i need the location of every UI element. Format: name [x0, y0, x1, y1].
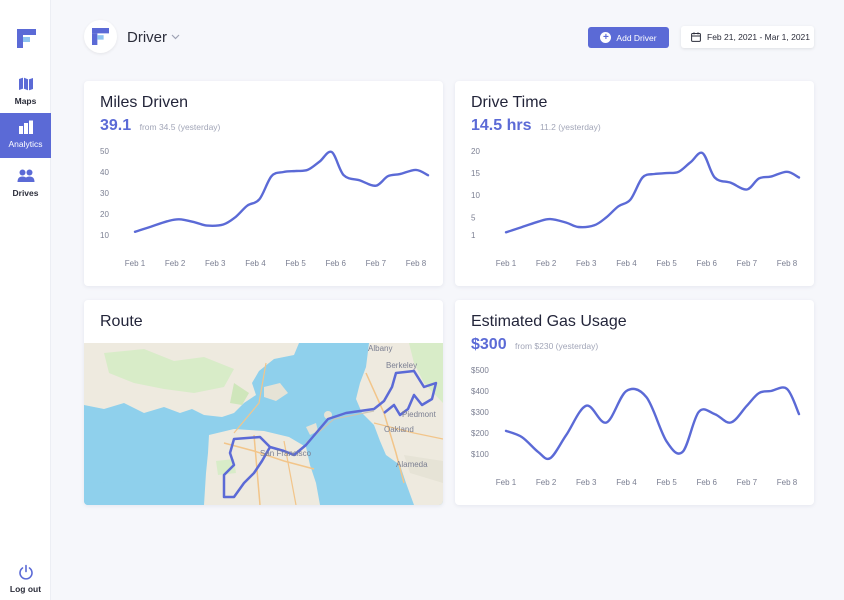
y-tick-label: 1: [471, 231, 476, 240]
x-tick-label: Feb 4: [616, 259, 637, 268]
bar-chart-icon: [18, 120, 33, 134]
metric-value: $300: [471, 336, 507, 353]
y-tick-label: 30: [100, 189, 109, 198]
add-driver-button[interactable]: + Add Driver: [588, 27, 669, 48]
y-tick-label: $100: [471, 450, 489, 459]
app-logo-icon: [17, 29, 36, 48]
y-tick-label: 10: [471, 191, 480, 200]
x-tick-label: Feb 8: [777, 478, 798, 487]
x-tick-label: Feb 7: [366, 259, 387, 268]
y-tick-label: $300: [471, 408, 489, 417]
map-label: Piedmont: [402, 410, 437, 419]
y-tick-label: 20: [471, 147, 480, 156]
metric-comparison: 11.2 (yesterday): [539, 122, 601, 132]
y-tick-label: 20: [100, 210, 109, 219]
x-tick-label: Feb 5: [656, 478, 677, 487]
miles-driven-chart: 10 20 30 40 50 Feb 1 Feb 2 Feb 3 Feb 4 Feb 5 Feb 6…: [100, 147, 430, 268]
logout-button[interactable]: Log out: [0, 558, 51, 600]
y-tick-label: 50: [100, 147, 109, 156]
page-title[interactable]: Driver: [127, 29, 167, 46]
x-tick-label: Feb 6: [696, 478, 717, 487]
add-driver-label: Add Driver: [616, 32, 657, 43]
y-tick-label: 15: [471, 169, 480, 178]
gas-usage-chart: $100 $200 $300 $400 $500 Feb 1 Feb 2 Feb 3 Feb 4…: [471, 366, 801, 487]
x-tick-label: Feb 3: [576, 478, 597, 487]
x-tick-label: Feb 4: [616, 478, 637, 487]
card-title: Miles Driven: [100, 94, 189, 111]
sidebar-item-maps[interactable]: Maps: [0, 70, 51, 114]
sidebar: Maps Analytics Drives Log out: [0, 0, 51, 600]
series-line: [504, 151, 801, 234]
y-tick-label: $200: [471, 429, 489, 438]
y-tick-label: 5: [471, 213, 476, 222]
x-tick-label: Feb 7: [737, 478, 758, 487]
x-tick-label: Feb 6: [325, 259, 346, 268]
metric-value: 39.1: [100, 117, 132, 134]
sidebar-item-analytics[interactable]: Analytics: [0, 113, 51, 158]
map-label: San Francisco: [260, 449, 312, 458]
map-icon: [18, 77, 33, 91]
calendar-icon: [691, 32, 701, 42]
x-tick-label: Feb 8: [777, 259, 798, 268]
x-tick-label: Feb 6: [696, 259, 717, 268]
chevron-down-icon[interactable]: [171, 34, 180, 40]
metric: $300 from $230 (yesterday): [471, 336, 598, 354]
x-tick-label: Feb 2: [165, 259, 186, 268]
x-tick-label: Feb 2: [536, 478, 557, 487]
x-tick-label: Feb 7: [737, 259, 758, 268]
metric: 39.1 from 34.5 (yesterday): [100, 117, 220, 135]
x-tick-label: Feb 4: [245, 259, 266, 268]
plus-icon: +: [600, 32, 612, 43]
brand-avatar: [84, 20, 117, 53]
y-tick-label: 10: [100, 231, 109, 240]
gas-usage-card: Estimated Gas Usage $300 from $230 (yest…: [455, 300, 814, 505]
metric-comparison: from $230 (yesterday): [515, 341, 599, 351]
x-tick-label: Feb 5: [285, 259, 306, 268]
series-line: [133, 150, 430, 233]
metric: 14.5 hrs 11.2 (yesterday): [471, 117, 601, 135]
route-card: Route San Francisco Berkeley Oakland: [84, 300, 443, 505]
x-tick-label: Feb 1: [496, 259, 517, 268]
x-tick-label: Feb 5: [656, 259, 677, 268]
x-tick-label: Feb 2: [536, 259, 557, 268]
map-label: Oakland: [384, 425, 414, 434]
power-icon: [18, 564, 33, 580]
map-label: Berkeley: [386, 361, 417, 370]
map-label: Albany: [368, 344, 392, 353]
map-label: Alameda: [396, 460, 428, 469]
sidebar-item-label: Analytics: [8, 139, 43, 149]
route-map[interactable]: San Francisco Berkeley Oakland Alameda A…: [84, 343, 443, 505]
series-line: [504, 386, 801, 461]
card-title: Route: [100, 313, 143, 330]
sidebar-item-label: Drives: [12, 188, 39, 198]
x-tick-label: Feb 3: [576, 259, 597, 268]
x-tick-label: Feb 3: [205, 259, 226, 268]
x-tick-label: Feb 1: [496, 478, 517, 487]
y-tick-label: $500: [471, 366, 489, 375]
x-tick-label: Feb 1: [125, 259, 146, 268]
sidebar-item-label: Maps: [14, 96, 37, 106]
users-icon: [17, 169, 34, 182]
y-tick-label: $400: [471, 387, 489, 396]
x-tick-label: Feb 8: [406, 259, 427, 268]
y-tick-label: 40: [100, 168, 109, 177]
miles-driven-card: Miles Driven 39.1 from 34.5 (yesterday) …: [84, 81, 443, 286]
date-range-text: Feb 21, 2021 - Mar 1, 2021: [707, 32, 811, 42]
sidebar-item-drives[interactable]: Drives: [0, 162, 51, 206]
date-range-picker[interactable]: Feb 21, 2021 - Mar 1, 2021: [681, 26, 814, 48]
metric-value: 14.5 hrs: [471, 117, 532, 134]
metric-comparison: from 34.5 (yesterday): [139, 122, 221, 132]
card-title: Estimated Gas Usage: [471, 313, 627, 330]
logout-label: Log out: [9, 584, 42, 594]
app-logo-icon: [92, 28, 109, 45]
card-title: Drive Time: [471, 94, 548, 111]
